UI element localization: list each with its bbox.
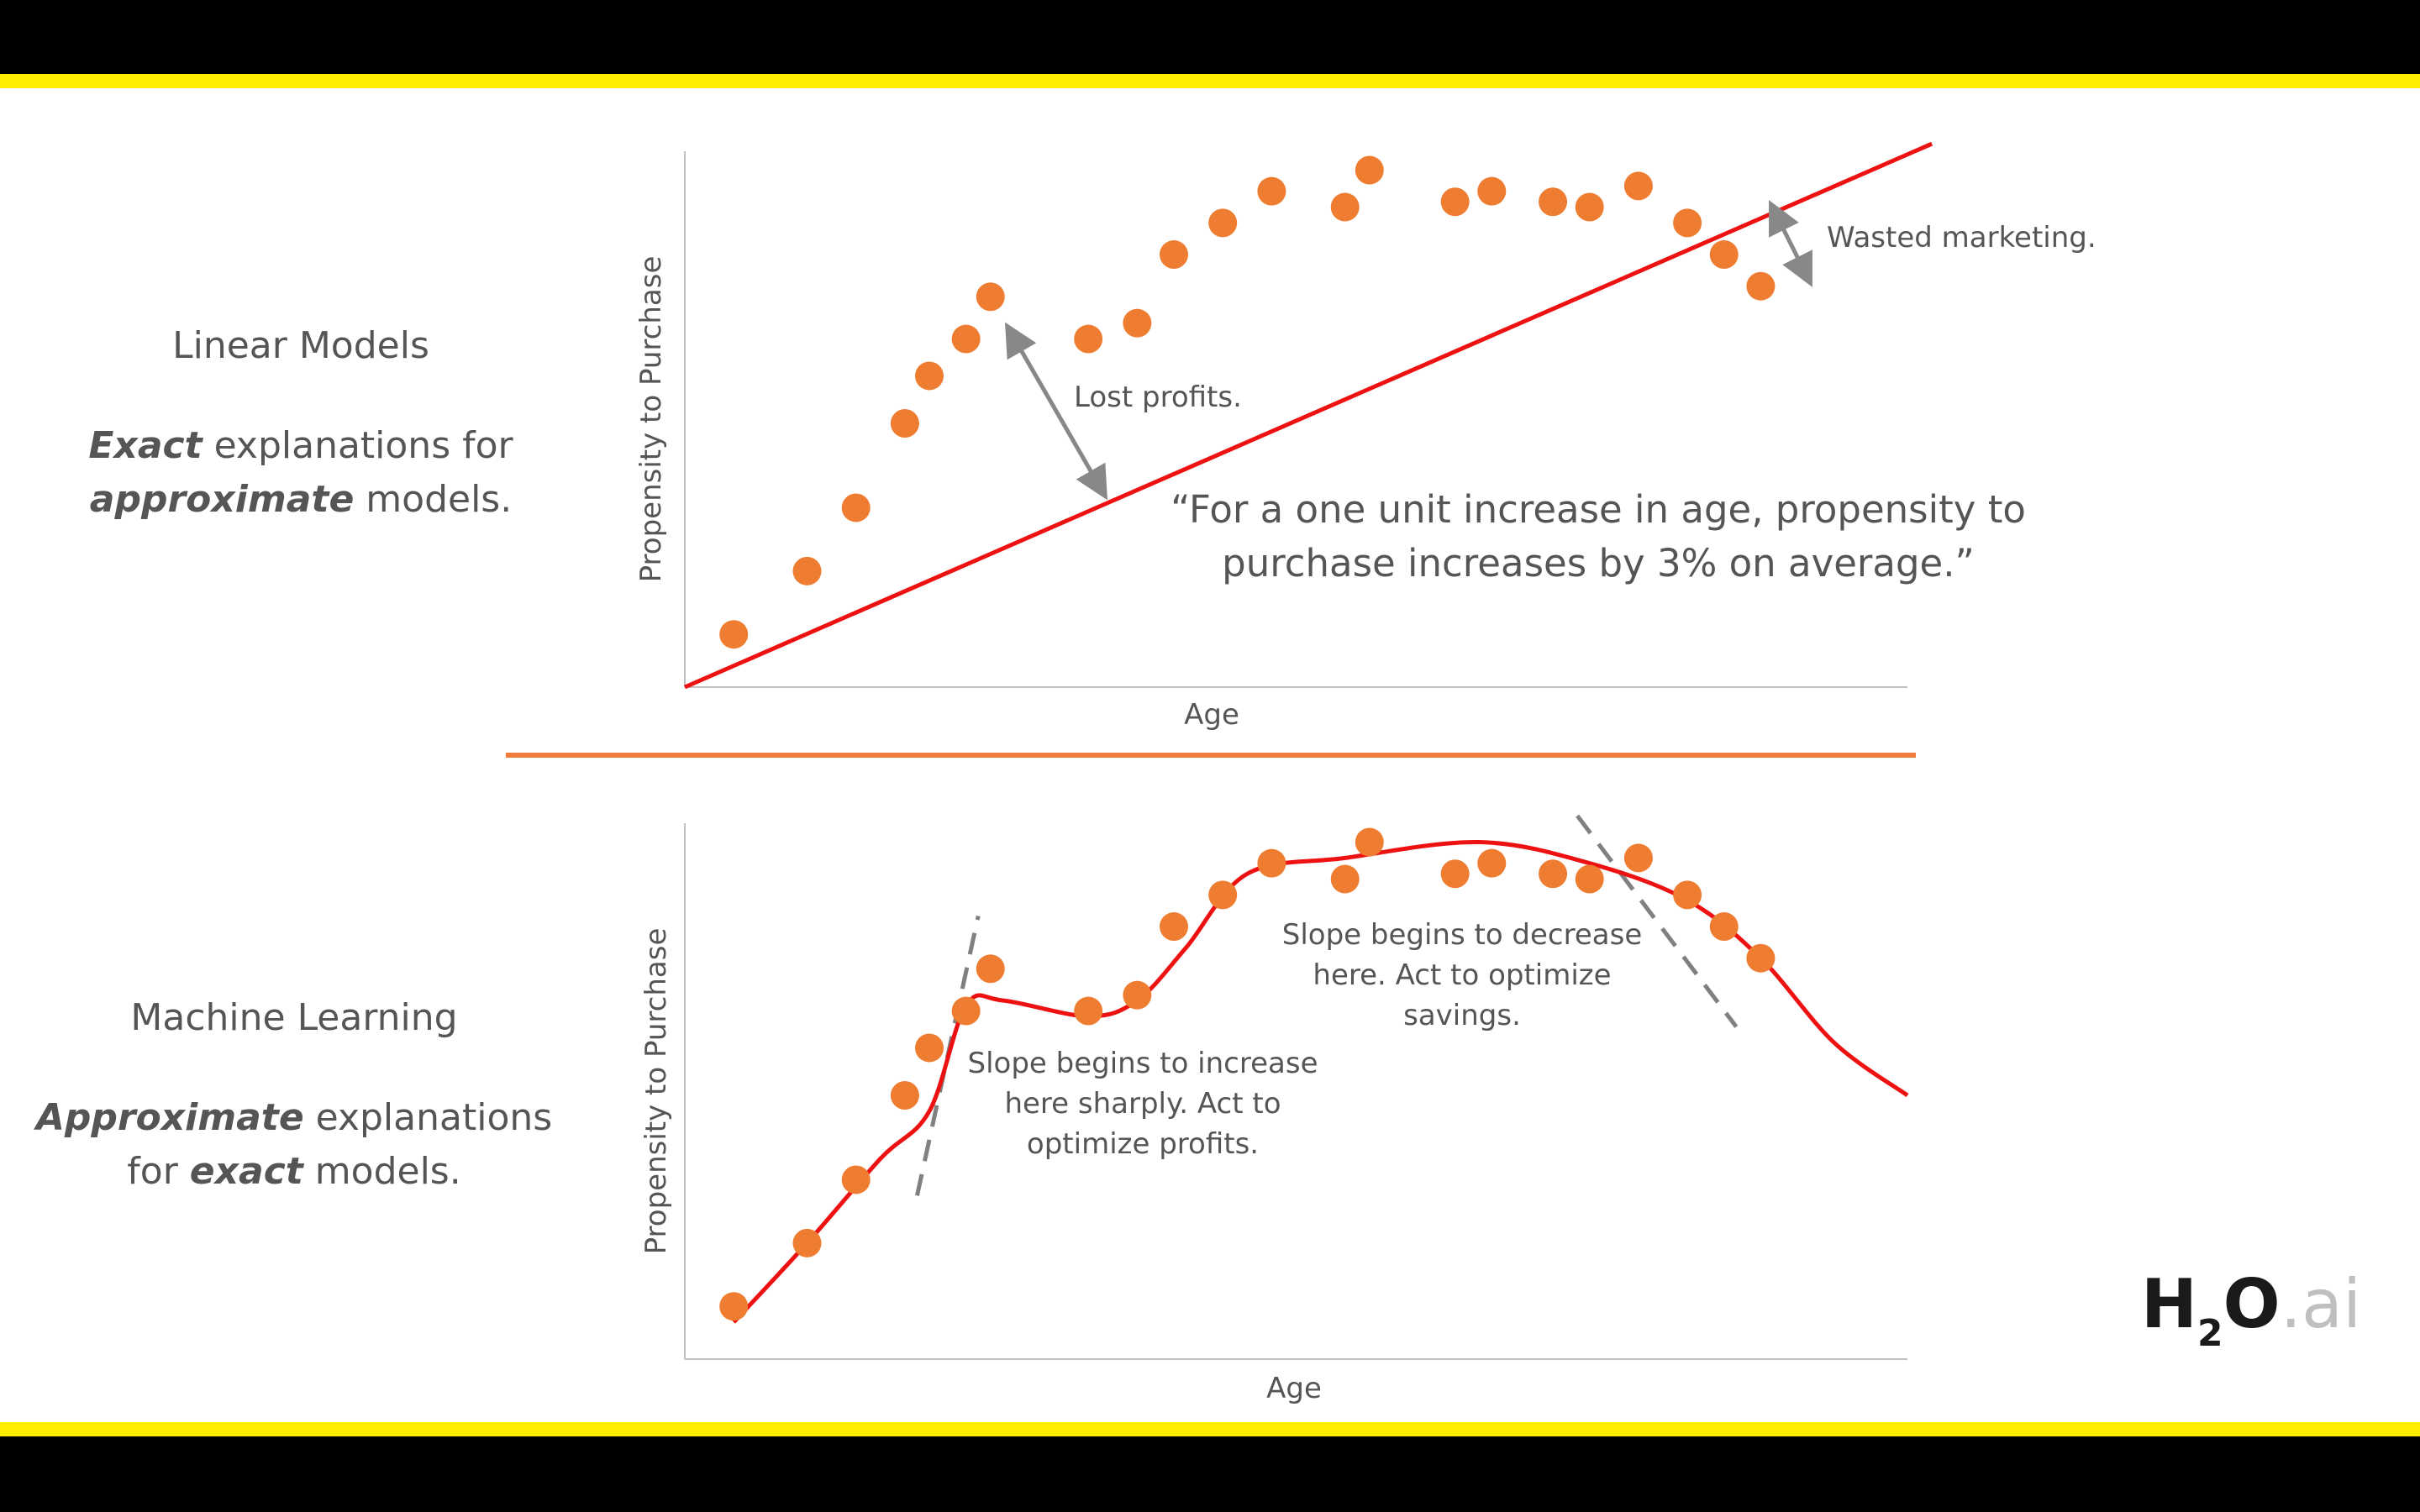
data-point-15: [1440, 187, 1470, 217]
machine-learning-line2-rest: models.: [302, 1150, 461, 1193]
data-point-13: [1330, 192, 1360, 222]
data-point-19: [1623, 171, 1653, 201]
data-point-4: [890, 1081, 919, 1110]
data-point-5: [915, 361, 944, 391]
data-point-21: [1709, 912, 1739, 942]
data-point-1: [719, 620, 749, 649]
linear-models-line2-bold: approximate: [89, 478, 355, 521]
data-point-9: [1123, 308, 1152, 338]
top-y-axis-label: Propensity to Purchase: [634, 256, 668, 583]
linear-fit-line: [684, 141, 1933, 690]
machine-learning-chart: Age Propensity to Purchase Slope begins …: [639, 814, 1909, 1405]
data-point-3: [841, 493, 871, 522]
slope-increase-line3: optimize profits.: [1027, 1127, 1259, 1161]
linear-models-line2: approximate models.: [32, 473, 570, 527]
data-point-13: [1330, 864, 1360, 894]
bottom-x-axis-label: Age: [1266, 1372, 1322, 1405]
logo-h: H: [2141, 1265, 2197, 1343]
data-point-7: [976, 282, 1005, 312]
data-point-16: [1477, 176, 1507, 206]
slope-increase-line2: here sharply. Act to: [1004, 1087, 1281, 1121]
data-point-1: [719, 1292, 749, 1321]
wasted-marketing-label: Wasted marketing.: [1827, 221, 2096, 255]
linear-model-chart: Age Propensity to Purchase Lost profits.…: [634, 141, 2096, 732]
bottom-yellow-stripe: [0, 1422, 2420, 1436]
data-point-12: [1257, 848, 1286, 878]
slope-decrease-line2: here. Act to optimize: [1313, 958, 1611, 992]
linear-models-heading: Linear Models: [172, 324, 429, 367]
machine-learning-caption: Machine Learning Approximate explanation…: [25, 996, 563, 1199]
data-point-14: [1355, 155, 1384, 185]
data-point-5: [915, 1033, 944, 1063]
data-point-18: [1575, 192, 1604, 222]
linear-models-line1-bold: Exact: [88, 424, 203, 467]
machine-learning-line2-bold: exact: [189, 1150, 303, 1193]
data-point-20: [1673, 208, 1702, 238]
logo-o: O: [2223, 1265, 2281, 1343]
data-point-17: [1539, 859, 1568, 889]
bottom-dots-group: [719, 827, 1776, 1321]
slope-increase-line1: Slope begins to increase: [968, 1047, 1318, 1080]
machine-learning-heading: Machine Learning: [130, 996, 458, 1039]
data-point-2: [792, 1228, 822, 1257]
data-point-2: [792, 556, 822, 585]
data-point-18: [1575, 864, 1604, 894]
slope-decrease-line1: Slope begins to decrease: [1282, 918, 1643, 952]
data-point-4: [890, 409, 919, 438]
bottom-y-axis-label: Propensity to Purchase: [639, 928, 673, 1255]
interpretation-quote-line1: “For a one unit increase in age, propens…: [1171, 487, 2026, 532]
machine-learning-line1-rest: explanations: [303, 1096, 553, 1139]
h2o-ai-logo: H2O.ai: [2141, 1265, 2362, 1356]
machine-learning-line1-bold: Approximate: [35, 1096, 304, 1139]
data-point-15: [1440, 859, 1470, 889]
machine-learning-line1: Approximate explanations: [25, 1091, 563, 1145]
data-point-22: [1746, 271, 1776, 301]
data-point-12: [1257, 176, 1286, 206]
interpretation-quote-line2: purchase increases by 3% on average.”: [1222, 541, 1975, 585]
data-point-6: [951, 996, 981, 1026]
top-linear-fit-group: [684, 141, 1933, 690]
top-yellow-stripe: [0, 74, 2420, 88]
data-point-14: [1355, 827, 1384, 857]
slope-decrease-line3: savings.: [1403, 999, 1521, 1032]
data-point-6: [951, 324, 981, 354]
lost-profits-arrow: [1005, 322, 1107, 501]
machine-learning-line2-pre: for: [127, 1150, 190, 1193]
logo-ai: .ai: [2280, 1265, 2362, 1343]
logo-subscript: 2: [2196, 1312, 2223, 1355]
wasted-marketing-arrow: [1769, 200, 1812, 287]
data-point-19: [1623, 843, 1653, 873]
data-point-10: [1160, 912, 1188, 942]
data-point-7: [976, 954, 1005, 984]
data-point-22: [1746, 943, 1776, 973]
linear-models-line2-rest: models.: [354, 478, 513, 521]
machine-learning-line2: for exact models.: [25, 1145, 563, 1199]
data-point-16: [1477, 848, 1507, 878]
data-point-11: [1208, 880, 1238, 910]
linear-models-caption: Linear Models Exact explanations for app…: [32, 324, 570, 527]
bottom-frame-bar: [0, 1436, 2420, 1512]
linear-models-line1-rest: explanations for: [202, 424, 513, 467]
data-point-21: [1709, 240, 1739, 270]
data-point-9: [1123, 980, 1152, 1010]
slope-tangent-2: [1576, 814, 1739, 1028]
top-dots-group: [719, 155, 1776, 649]
linear-models-line1: Exact explanations for: [32, 419, 570, 473]
data-point-8: [1074, 324, 1103, 354]
lost-profits-label: Lost profits.: [1074, 381, 1242, 414]
data-point-17: [1539, 187, 1568, 217]
top-frame-bar: [0, 0, 2420, 74]
top-x-axis-label: Age: [1184, 698, 1239, 732]
data-point-11: [1208, 208, 1238, 238]
data-point-8: [1074, 996, 1103, 1026]
data-point-20: [1673, 880, 1702, 910]
data-point-10: [1160, 240, 1188, 270]
data-point-3: [841, 1165, 871, 1194]
